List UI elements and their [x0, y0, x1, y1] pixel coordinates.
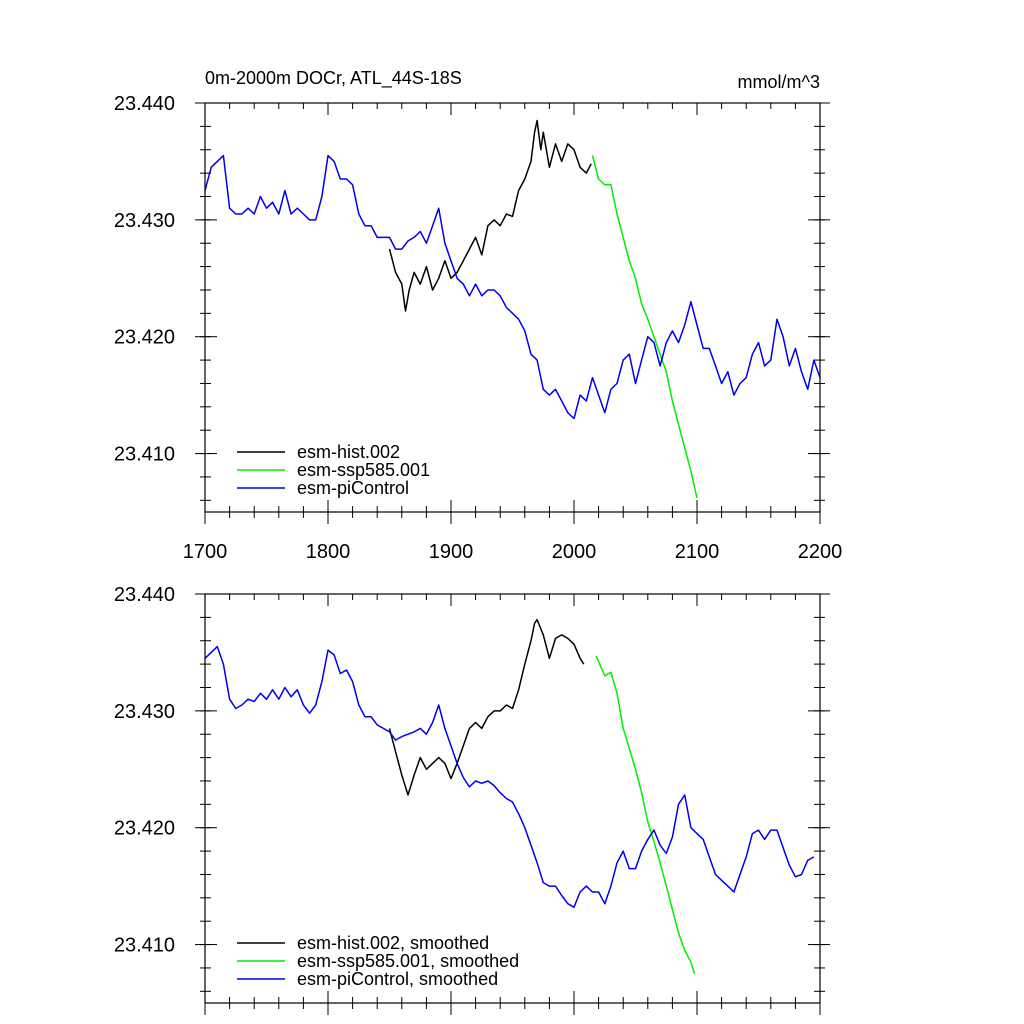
series-line-2 [204, 645, 815, 908]
legend-label: esm-hist.002 [297, 442, 400, 462]
top-panel: 0m-2000m DOCr, ATL_44S-18S mmol/m^3 23.4… [114, 68, 842, 563]
chart-title: 0m-2000m DOCr, ATL_44S-18S [205, 68, 462, 89]
series-lines [204, 618, 815, 975]
y-tick-label: 23.430 [114, 210, 175, 232]
y-tick-label: 23.410 [114, 935, 175, 957]
y-tick-label: 23.430 [114, 701, 175, 723]
x-tick-label: 1700 [183, 541, 228, 563]
series-line-2 [204, 154, 821, 420]
x-tick-label: 2100 [675, 541, 720, 563]
axis-ticks [195, 593, 830, 1015]
x-tick-label: 1800 [306, 541, 351, 563]
y-tick-label: 23.420 [114, 818, 175, 840]
plot-frame [204, 593, 821, 1004]
series-lines [204, 119, 821, 499]
units-label: mmol/m^3 [738, 72, 820, 92]
series-line-0 [388, 119, 592, 312]
series-line-1 [591, 155, 698, 499]
plot-frame [204, 102, 821, 513]
x-tick-label: 2000 [552, 541, 597, 563]
legend-label: esm-piControl, smoothed [297, 969, 498, 989]
legend-label: esm-hist.002, smoothed [297, 933, 489, 953]
axis-ticks [195, 102, 830, 524]
legend-label: esm-ssp585.001, smoothed [297, 951, 519, 971]
x-tick-labels: 1700 1800 1900 2000 2100 2200 [183, 541, 843, 563]
y-tick-labels: 23.410 23.420 23.430 23.440 [114, 93, 175, 466]
y-tick-label: 23.410 [114, 444, 175, 466]
x-tick-label: 2200 [798, 541, 843, 563]
bottom-panel: 23.410 23.420 23.430 23.440 esm-hist.002, s… [114, 584, 830, 1015]
y-tick-label: 23.440 [114, 584, 175, 606]
x-tick-label: 1900 [429, 541, 474, 563]
y-tick-label: 23.440 [114, 93, 175, 115]
y-tick-labels: 23.410 23.420 23.430 23.440 [114, 584, 175, 957]
legend-label: esm-ssp585.001 [297, 460, 430, 480]
series-line-0 [388, 618, 585, 796]
legend-label: esm-piControl [297, 478, 409, 498]
y-tick-label: 23.420 [114, 327, 175, 349]
series-line-1 [595, 655, 696, 975]
